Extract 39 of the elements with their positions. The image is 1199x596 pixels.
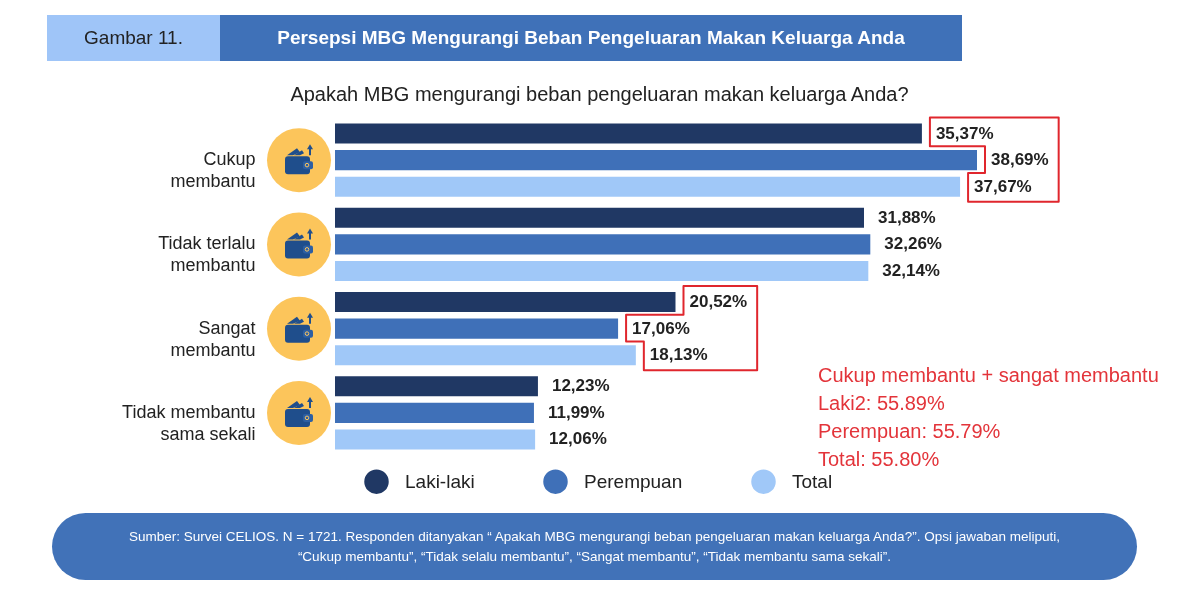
data-label: 38,69% (991, 150, 1049, 170)
data-label: 18,13% (649, 345, 708, 365)
y-tick-label: Sangat membantu (170, 317, 256, 360)
bar (335, 318, 619, 339)
bar (335, 260, 869, 282)
annotation: Laki2: 55.89% (818, 391, 946, 416)
annotation: Perempuan: 55.79% (818, 419, 1002, 444)
text: Gambar 11. (47, 15, 220, 61)
y-tick-label: Tidak terlalu membantu (158, 233, 256, 276)
annotation: Cukup membantu + sangat membantu (818, 363, 1159, 388)
bar (335, 345, 636, 366)
text: Sumber: Survei CELIOS. N = 1721. Responden ditanyakan “ Apakah MBG mengurangi beban pengeluaran makan keluarga Anda?”. Opsi jawaban meliputi, “Cukup membantu”, “Tidak selalu membantu”, “Sangat membantu”, “Tidak membantu sama sekali”. (52, 513, 1137, 580)
data-label: 12,06% (549, 429, 607, 449)
bar (335, 402, 534, 423)
bar (335, 234, 871, 255)
bar (335, 291, 676, 313)
legend-label: Laki-laki (405, 470, 475, 492)
data-label: 11,99% (547, 402, 605, 422)
data-label: 35,37% (935, 123, 994, 143)
bar (335, 429, 536, 450)
annotation: Total: 55.80% (818, 448, 940, 470)
data-label: 37,67% (974, 176, 1032, 196)
legend-label: Total (792, 470, 833, 492)
bar (335, 176, 961, 197)
data-label: 12,23% (551, 376, 610, 396)
data-label: 32,14% (882, 260, 940, 280)
data-label: 32,26% (884, 234, 942, 254)
data-label: 20,52% (689, 292, 748, 312)
data-label: 17,06% (632, 318, 690, 338)
y-tick-label: Cukup membantu (170, 149, 256, 192)
legend-label: Perempuan (584, 470, 683, 492)
bar (335, 150, 977, 171)
bar (335, 123, 922, 144)
bar (335, 207, 864, 228)
chart-title: Persepsi MBG Mengurangi Beban Pengeluaran Makan Keluarga Anda (220, 15, 962, 61)
chart-subtitle: Apakah MBG mengurangi beban pengeluaran makan keluarga Anda? (289, 83, 910, 106)
data-label: 31,88% (878, 207, 936, 227)
y-tick-label: Tidak membantu sama sekali (122, 401, 256, 444)
bar (335, 376, 538, 397)
